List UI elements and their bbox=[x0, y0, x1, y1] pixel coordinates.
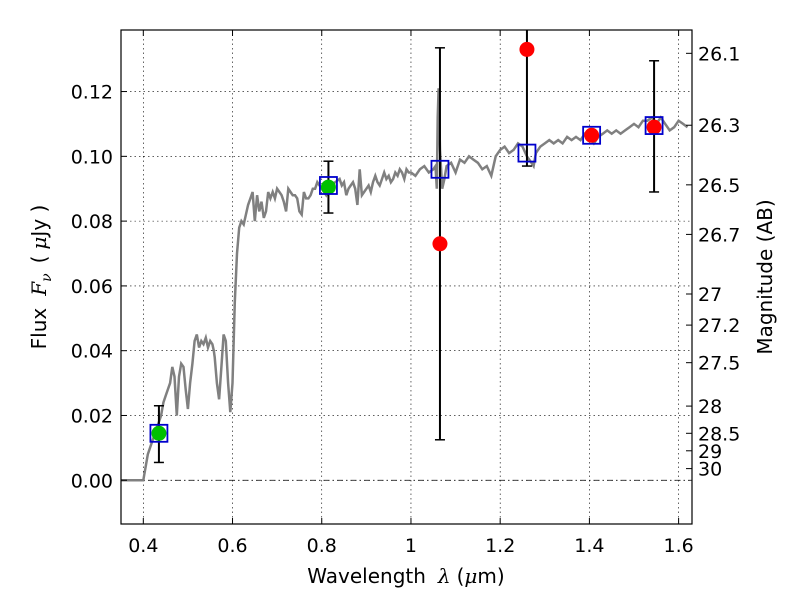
nondetection-point bbox=[519, 41, 535, 57]
y2-tick-label: 27.2 bbox=[698, 315, 740, 337]
x-tick-label: 1.2 bbox=[485, 535, 515, 557]
y2-axis-label: Magnitude (AB) bbox=[753, 199, 777, 354]
y2-tick-label: 26.1 bbox=[698, 43, 740, 65]
y-axis-label: FluxFν(μJy ) bbox=[27, 205, 55, 350]
y-axis-ticks: 0.00 0.02 0.04 0.06 0.08 0.10 0.12 bbox=[71, 82, 127, 492]
y2-tick-label: 26.3 bbox=[698, 115, 740, 137]
y-tick-label: 0.10 bbox=[71, 146, 113, 168]
plot-background bbox=[121, 30, 692, 524]
y2-tick-label: 29 bbox=[698, 441, 722, 463]
model-band-squares bbox=[149, 116, 664, 443]
y-tick-label: 0.04 bbox=[71, 341, 113, 363]
y-tick-label: 0.06 bbox=[71, 276, 113, 298]
x-axis-label: Wavelength λ (μm) bbox=[307, 564, 504, 588]
plot-frame bbox=[120, 29, 693, 525]
model-band-square bbox=[517, 143, 537, 163]
y-tick-label: 0.02 bbox=[71, 405, 113, 427]
x-axis-ticks: 0.4 0.6 0.8 1 1.2 1.4 1.6 bbox=[128, 30, 694, 557]
model-band-square bbox=[430, 159, 450, 179]
model-band-square bbox=[582, 125, 602, 145]
model-band-square bbox=[319, 176, 338, 195]
y-tick-label: 0.00 bbox=[71, 470, 113, 492]
y-tick-label: 0.08 bbox=[71, 211, 113, 233]
model-band-square bbox=[149, 423, 169, 443]
y2-tick-label: 26.7 bbox=[698, 224, 740, 246]
model-band-square bbox=[644, 116, 664, 135]
nondetection-point bbox=[646, 119, 662, 135]
model-sed-line bbox=[121, 88, 689, 482]
photometry-points bbox=[151, 41, 662, 441]
nondetection-point bbox=[432, 236, 448, 252]
x-tick-label: 0.4 bbox=[128, 535, 158, 557]
y-tick-label: 0.12 bbox=[71, 82, 113, 104]
x-tick-label: 1 bbox=[405, 535, 417, 557]
y2-tick-label: 27 bbox=[698, 284, 722, 306]
y2-tick-label: 27.5 bbox=[698, 353, 740, 375]
detection-point bbox=[320, 179, 336, 195]
y2-tick-label: 30 bbox=[698, 459, 722, 481]
y2-tick-label: 28 bbox=[698, 396, 722, 418]
detection-point bbox=[151, 425, 167, 441]
y2-tick-label: 28.5 bbox=[698, 423, 740, 445]
x-tick-label: 0.6 bbox=[217, 535, 247, 557]
y2-tick-label: 26.5 bbox=[698, 175, 740, 197]
nondetection-point bbox=[584, 127, 600, 143]
x-tick-label: 0.8 bbox=[307, 535, 337, 557]
x-tick-label: 1.6 bbox=[664, 535, 694, 557]
x-tick-label: 1.4 bbox=[574, 535, 604, 557]
